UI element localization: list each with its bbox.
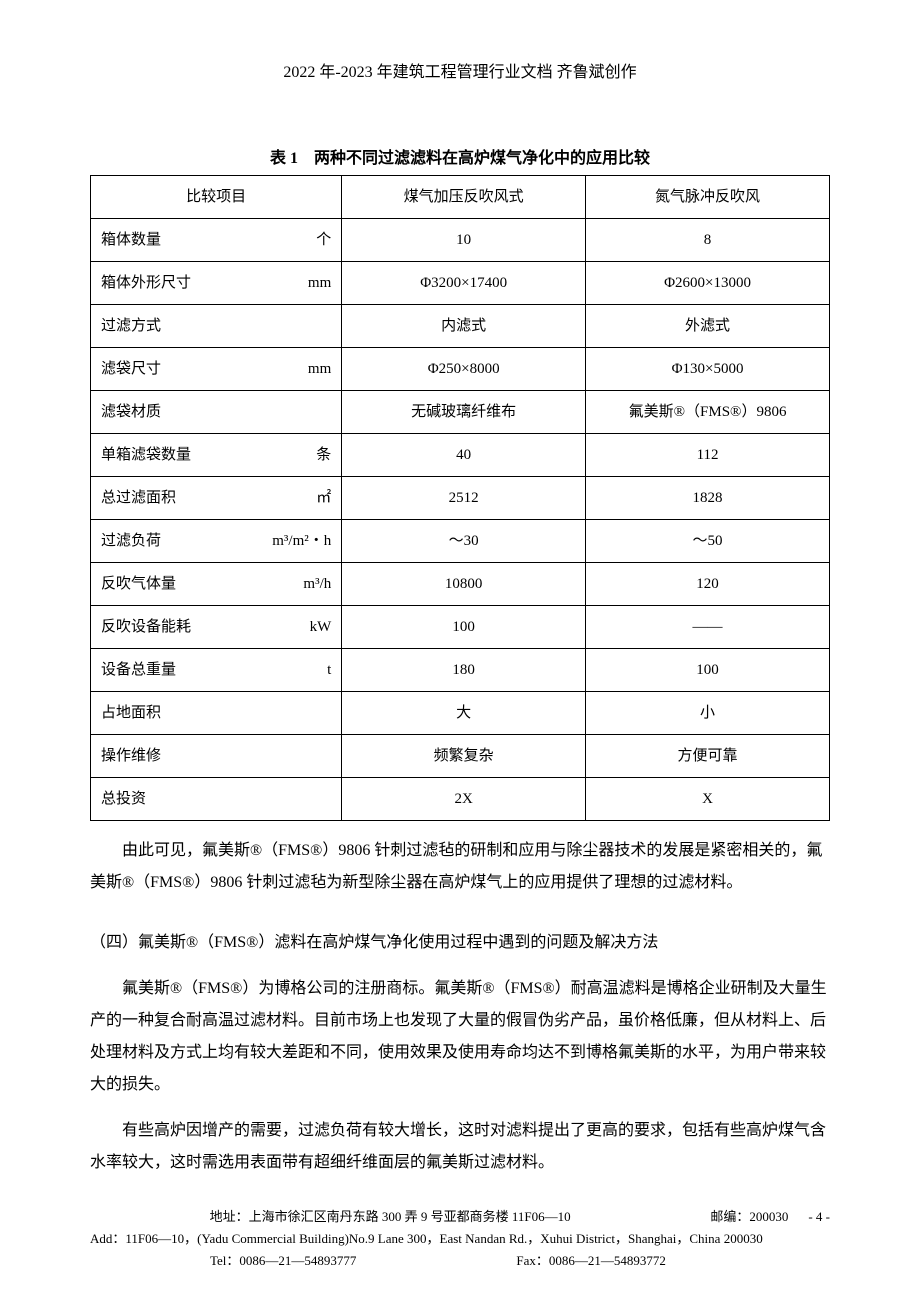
row-label-cell: 反吹设备能耗 kW xyxy=(91,606,342,649)
table-row: 滤袋尺寸 mm Φ250×8000Φ130×5000 xyxy=(91,348,830,391)
row-label-cell: 单箱滤袋数量 条 xyxy=(91,434,342,477)
row-label-cell: 滤袋材质 xyxy=(91,391,342,434)
row-label: 滤袋材质 xyxy=(101,400,161,424)
row-label: 反吹设备能耗 xyxy=(101,615,191,639)
row-label-cell: 占地面积 xyxy=(91,692,342,735)
row-value-2: 氟美斯®（FMS®）9806 xyxy=(586,391,830,434)
row-label: 滤袋尺寸 xyxy=(101,357,161,381)
row-value-1: Φ3200×17400 xyxy=(342,262,586,305)
section-heading: （四）氟美斯®（FMS®）滤料在高炉煤气净化使用过程中遇到的问题及解决方法 xyxy=(90,927,830,959)
row-label: 过滤方式 xyxy=(101,314,161,338)
row-unit: t xyxy=(261,658,331,682)
row-label-cell: 箱体数量 个 xyxy=(91,219,342,262)
table-header-cell: 氮气脉冲反吹风 xyxy=(586,176,830,219)
row-label: 箱体外形尺寸 xyxy=(101,271,191,295)
row-value-1: 40 xyxy=(342,434,586,477)
row-label: 过滤负荷 xyxy=(101,529,161,553)
row-value-2: 小 xyxy=(586,692,830,735)
row-label-cell: 过滤方式 xyxy=(91,305,342,348)
row-value-1: 无碱玻璃纤维布 xyxy=(342,391,586,434)
table-row: 过滤方式 内滤式外滤式 xyxy=(91,305,830,348)
row-label-cell: 总投资 xyxy=(91,778,342,821)
row-unit: m³/h xyxy=(261,572,331,596)
row-unit: mm xyxy=(261,271,331,295)
row-value-1: ～30 xyxy=(342,520,586,563)
row-label: 反吹气体量 xyxy=(101,572,176,596)
paragraph: 有些高炉因增产的需要，过滤负荷有较大增长，这时对滤料提出了更高的要求，包括有些高… xyxy=(90,1115,830,1179)
table-caption: 表 1 两种不同过滤滤料在高炉煤气净化中的应用比较 xyxy=(90,146,830,172)
table-row: 过滤负荷 m³/m²・h ～30～50 xyxy=(91,520,830,563)
row-value-2: 8 xyxy=(586,219,830,262)
row-label: 总投资 xyxy=(101,787,146,811)
row-label-cell: 设备总重量 t xyxy=(91,649,342,692)
row-unit: ㎡ xyxy=(261,486,331,510)
row-value-2: 1828 xyxy=(586,477,830,520)
row-label: 箱体数量 xyxy=(101,228,161,252)
row-value-1: 100 xyxy=(342,606,586,649)
row-value-2: ～50 xyxy=(586,520,830,563)
row-label: 单箱滤袋数量 xyxy=(101,443,191,467)
paragraph: 氟美斯®（FMS®）为博格公司的注册商标。氟美斯®（FMS®）耐高温滤料是博格企… xyxy=(90,973,830,1101)
table-row: 占地面积 大小 xyxy=(91,692,830,735)
table-row: 总投资 2XX xyxy=(91,778,830,821)
row-label: 总过滤面积 xyxy=(101,486,176,510)
row-value-2: 方便可靠 xyxy=(586,735,830,778)
row-value-2: 100 xyxy=(586,649,830,692)
row-value-1: 频繁复杂 xyxy=(342,735,586,778)
row-unit: kW xyxy=(261,615,331,639)
page-header: 2022 年-2023 年建筑工程管理行业文档 齐鲁斌创作 xyxy=(90,60,830,86)
row-label: 设备总重量 xyxy=(101,658,176,682)
row-label-cell: 反吹气体量 m³/h xyxy=(91,563,342,606)
footer-tel: Tel：0086—21—54893777 xyxy=(210,1250,356,1272)
row-value-1: 10 xyxy=(342,219,586,262)
footer-address-en: Add：11F06—10，(Yadu Commercial Building)N… xyxy=(90,1228,830,1250)
footer-fax: Fax：0086—21—54893772 xyxy=(516,1250,666,1272)
row-label: 操作维修 xyxy=(101,744,161,768)
footer-zip: 邮编：200030 xyxy=(710,1206,788,1228)
footer-address-cn: 地址：上海市徐汇区南丹东路 300 弄 9 号亚都商务楼 11F06—10 xyxy=(90,1206,690,1228)
page: 2022 年-2023 年建筑工程管理行业文档 齐鲁斌创作 表 1 两种不同过滤… xyxy=(0,0,920,1302)
table-header-row: 比较项目 煤气加压反吹风式 氮气脉冲反吹风 xyxy=(91,176,830,219)
table-row: 单箱滤袋数量 条 40112 xyxy=(91,434,830,477)
table-row: 反吹气体量 m³/h 10800120 xyxy=(91,563,830,606)
row-value-1: 2512 xyxy=(342,477,586,520)
table-row: 总过滤面积 ㎡ 25121828 xyxy=(91,477,830,520)
row-label-cell: 操作维修 xyxy=(91,735,342,778)
row-value-2: 120 xyxy=(586,563,830,606)
row-value-1: Φ250×8000 xyxy=(342,348,586,391)
row-unit: 个 xyxy=(261,228,331,252)
comparison-table: 比较项目 煤气加压反吹风式 氮气脉冲反吹风 箱体数量 个 108 箱体外形尺寸 mm Φ3… xyxy=(90,175,830,821)
row-label-cell: 过滤负荷 m³/m²・h xyxy=(91,520,342,563)
row-label-cell: 箱体外形尺寸 mm xyxy=(91,262,342,305)
row-unit: m³/m²・h xyxy=(261,529,331,553)
row-value-2: 112 xyxy=(586,434,830,477)
row-value-2: —— xyxy=(586,606,830,649)
table-row: 箱体数量 个 108 xyxy=(91,219,830,262)
row-value-1: 10800 xyxy=(342,563,586,606)
row-label: 占地面积 xyxy=(101,701,161,725)
row-value-1: 2X xyxy=(342,778,586,821)
page-footer: 地址：上海市徐汇区南丹东路 300 弄 9 号亚都商务楼 11F06—10 邮编… xyxy=(90,1206,830,1272)
row-value-1: 大 xyxy=(342,692,586,735)
table-row: 箱体外形尺寸 mm Φ3200×17400Φ2600×13000 xyxy=(91,262,830,305)
row-value-2: X xyxy=(586,778,830,821)
table-row: 滤袋材质 无碱玻璃纤维布氟美斯®（FMS®）9806 xyxy=(91,391,830,434)
table-row: 操作维修 频繁复杂方便可靠 xyxy=(91,735,830,778)
table-header-cell: 比较项目 xyxy=(91,176,342,219)
row-unit: mm xyxy=(261,357,331,381)
row-value-2: Φ130×5000 xyxy=(586,348,830,391)
row-value-2: Φ2600×13000 xyxy=(586,262,830,305)
table-row: 设备总重量 t 180100 xyxy=(91,649,830,692)
table-row: 反吹设备能耗 kW 100—— xyxy=(91,606,830,649)
row-value-1: 内滤式 xyxy=(342,305,586,348)
row-value-2: 外滤式 xyxy=(586,305,830,348)
row-value-1: 180 xyxy=(342,649,586,692)
footer-page-number: - 4 - xyxy=(808,1206,830,1228)
paragraph: 由此可见，氟美斯®（FMS®）9806 针刺过滤毡的研制和应用与除尘器技术的发展… xyxy=(90,835,830,899)
row-unit: 条 xyxy=(261,443,331,467)
table-header-cell: 煤气加压反吹风式 xyxy=(342,176,586,219)
row-label-cell: 总过滤面积 ㎡ xyxy=(91,477,342,520)
row-label-cell: 滤袋尺寸 mm xyxy=(91,348,342,391)
